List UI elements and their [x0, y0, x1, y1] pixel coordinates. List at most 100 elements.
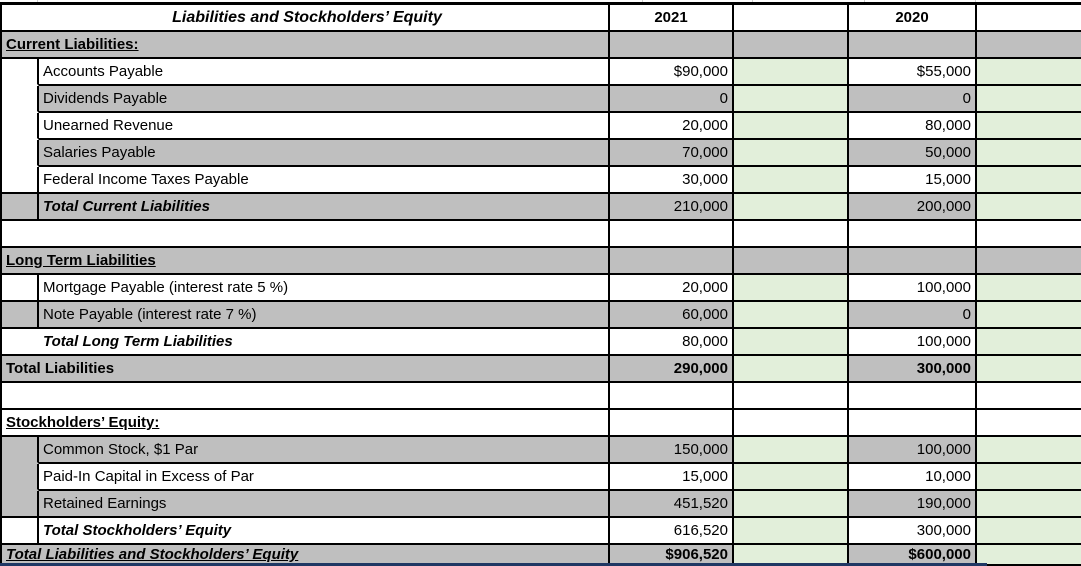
value-2020-cell[interactable]: 100,000	[849, 275, 977, 302]
indent-cell[interactable]	[2, 194, 39, 221]
value-2021-cell[interactable]	[610, 383, 734, 410]
spacer-cell[interactable]	[977, 356, 1081, 383]
table-title-cell[interactable]: Liabilities and Stockholders’ Equity	[2, 5, 610, 32]
spacer-cell[interactable]	[977, 437, 1081, 464]
spacer-cell[interactable]	[977, 5, 1081, 32]
spacer-cell[interactable]	[977, 545, 1081, 566]
item-label-cell[interactable]: Accounts Payable	[39, 59, 610, 86]
value-2020-cell[interactable]: 190,000	[849, 491, 977, 518]
spacer-cell[interactable]	[977, 59, 1081, 86]
value-2020-cell[interactable]: 0	[849, 302, 977, 329]
value-2020-cell[interactable]: $55,000	[849, 59, 977, 86]
item-label-cell[interactable]: Federal Income Taxes Payable	[39, 167, 610, 194]
value-2020-cell[interactable]: 80,000	[849, 113, 977, 140]
value-2021-cell[interactable]: 15,000	[610, 464, 734, 491]
item-label-cell[interactable]: Dividends Payable	[39, 86, 610, 113]
spacer-cell[interactable]	[734, 383, 849, 410]
value-2021-cell[interactable]: 70,000	[610, 140, 734, 167]
spacer-cell[interactable]	[977, 383, 1081, 410]
value-2021-cell[interactable]: 20,000	[610, 113, 734, 140]
value-2020-cell[interactable]	[849, 221, 977, 248]
spacer-cell[interactable]	[734, 464, 849, 491]
spacer-cell[interactable]	[734, 410, 849, 437]
spacer-cell[interactable]	[977, 410, 1081, 437]
spacer-cell[interactable]	[734, 86, 849, 113]
item-label-cell[interactable]: Unearned Revenue	[39, 113, 610, 140]
item-label-cell[interactable]: Salaries Payable	[39, 140, 610, 167]
value-2021-cell[interactable]	[610, 410, 734, 437]
value-2021-cell[interactable]	[610, 32, 734, 59]
spacer-cell[interactable]	[977, 329, 1081, 356]
spacer-cell[interactable]	[734, 329, 849, 356]
value-2020-cell[interactable]	[849, 410, 977, 437]
spacer-cell[interactable]	[977, 140, 1081, 167]
indent-cell[interactable]	[2, 302, 39, 329]
spacer-cell[interactable]	[977, 275, 1081, 302]
indent-cell[interactable]	[2, 59, 39, 86]
spacer-cell[interactable]	[734, 140, 849, 167]
value-2021-cell[interactable]: 150,000	[610, 437, 734, 464]
spacer-cell[interactable]	[977, 86, 1081, 113]
value-2020-cell[interactable]	[849, 32, 977, 59]
value-2021-cell[interactable]: 60,000	[610, 302, 734, 329]
indent-cell[interactable]	[2, 86, 39, 113]
value-2020-cell[interactable]: 300,000	[849, 518, 977, 545]
spacer-cell[interactable]	[734, 32, 849, 59]
spacer-cell[interactable]	[734, 275, 849, 302]
year-2020-header-cell[interactable]: 2020	[849, 5, 977, 32]
indent-cell[interactable]	[2, 140, 39, 167]
value-2020-cell[interactable]: 0	[849, 86, 977, 113]
spacer-cell[interactable]	[977, 518, 1081, 545]
indent-cell[interactable]	[2, 464, 39, 491]
value-2021-cell[interactable]	[610, 248, 734, 275]
spacer-cell[interactable]	[977, 464, 1081, 491]
spacer-cell[interactable]	[977, 302, 1081, 329]
item-label-cell[interactable]: Mortgage Payable (interest rate 5 %)	[39, 275, 610, 302]
section-label-cell[interactable]: Current Liabilities:	[2, 32, 610, 59]
value-2021-cell[interactable]: 290,000	[610, 356, 734, 383]
item-label-cell[interactable]: Note Payable (interest rate 7 %)	[39, 302, 610, 329]
indent-cell[interactable]	[2, 275, 39, 302]
spacer-cell[interactable]	[734, 194, 849, 221]
value-2021-cell[interactable]: 30,000	[610, 167, 734, 194]
value-2020-cell[interactable]: 100,000	[849, 329, 977, 356]
value-2021-cell[interactable]	[610, 221, 734, 248]
total-label-cell[interactable]: Total Long Term Liabilities	[2, 329, 610, 356]
blank-label-cell[interactable]	[2, 383, 610, 410]
total-label-cell[interactable]: Total Stockholders’ Equity	[39, 518, 610, 545]
indent-cell[interactable]	[2, 167, 39, 194]
value-2020-cell[interactable]: 100,000	[849, 437, 977, 464]
total-label-cell[interactable]: Total Liabilities	[2, 356, 610, 383]
value-2020-cell[interactable]: 15,000	[849, 167, 977, 194]
indent-cell[interactable]	[2, 113, 39, 140]
value-2021-cell[interactable]: 0	[610, 86, 734, 113]
item-label-cell[interactable]: Retained Earnings	[39, 491, 610, 518]
value-2021-cell[interactable]: 80,000	[610, 329, 734, 356]
blank-label-cell[interactable]	[2, 221, 610, 248]
value-2020-cell[interactable]: 300,000	[849, 356, 977, 383]
value-2020-cell[interactable]: 50,000	[849, 140, 977, 167]
spacer-cell[interactable]	[734, 302, 849, 329]
indent-cell[interactable]	[2, 437, 39, 464]
spacer-cell[interactable]	[734, 59, 849, 86]
spacer-cell[interactable]	[977, 221, 1081, 248]
spacer-cell[interactable]	[734, 437, 849, 464]
value-2021-cell[interactable]: 20,000	[610, 275, 734, 302]
value-2020-cell[interactable]: 200,000	[849, 194, 977, 221]
section-label-cell[interactable]: Stockholders’ Equity:	[2, 410, 610, 437]
spacer-cell[interactable]	[734, 248, 849, 275]
spacer-cell[interactable]	[977, 32, 1081, 59]
value-2020-cell[interactable]	[849, 248, 977, 275]
item-label-cell[interactable]: Paid-In Capital in Excess of Par	[39, 464, 610, 491]
spacer-cell[interactable]	[977, 248, 1081, 275]
value-2021-cell[interactable]: 616,520	[610, 518, 734, 545]
spacer-cell[interactable]	[734, 113, 849, 140]
spacer-cell[interactable]	[734, 5, 849, 32]
value-2021-cell[interactable]: $90,000	[610, 59, 734, 86]
spacer-cell[interactable]	[977, 194, 1081, 221]
section-label-cell[interactable]: Long Term Liabilities	[2, 248, 610, 275]
spacer-cell[interactable]	[734, 167, 849, 194]
spacer-cell[interactable]	[734, 518, 849, 545]
value-2021-cell[interactable]: 210,000	[610, 194, 734, 221]
spacer-cell[interactable]	[977, 167, 1081, 194]
